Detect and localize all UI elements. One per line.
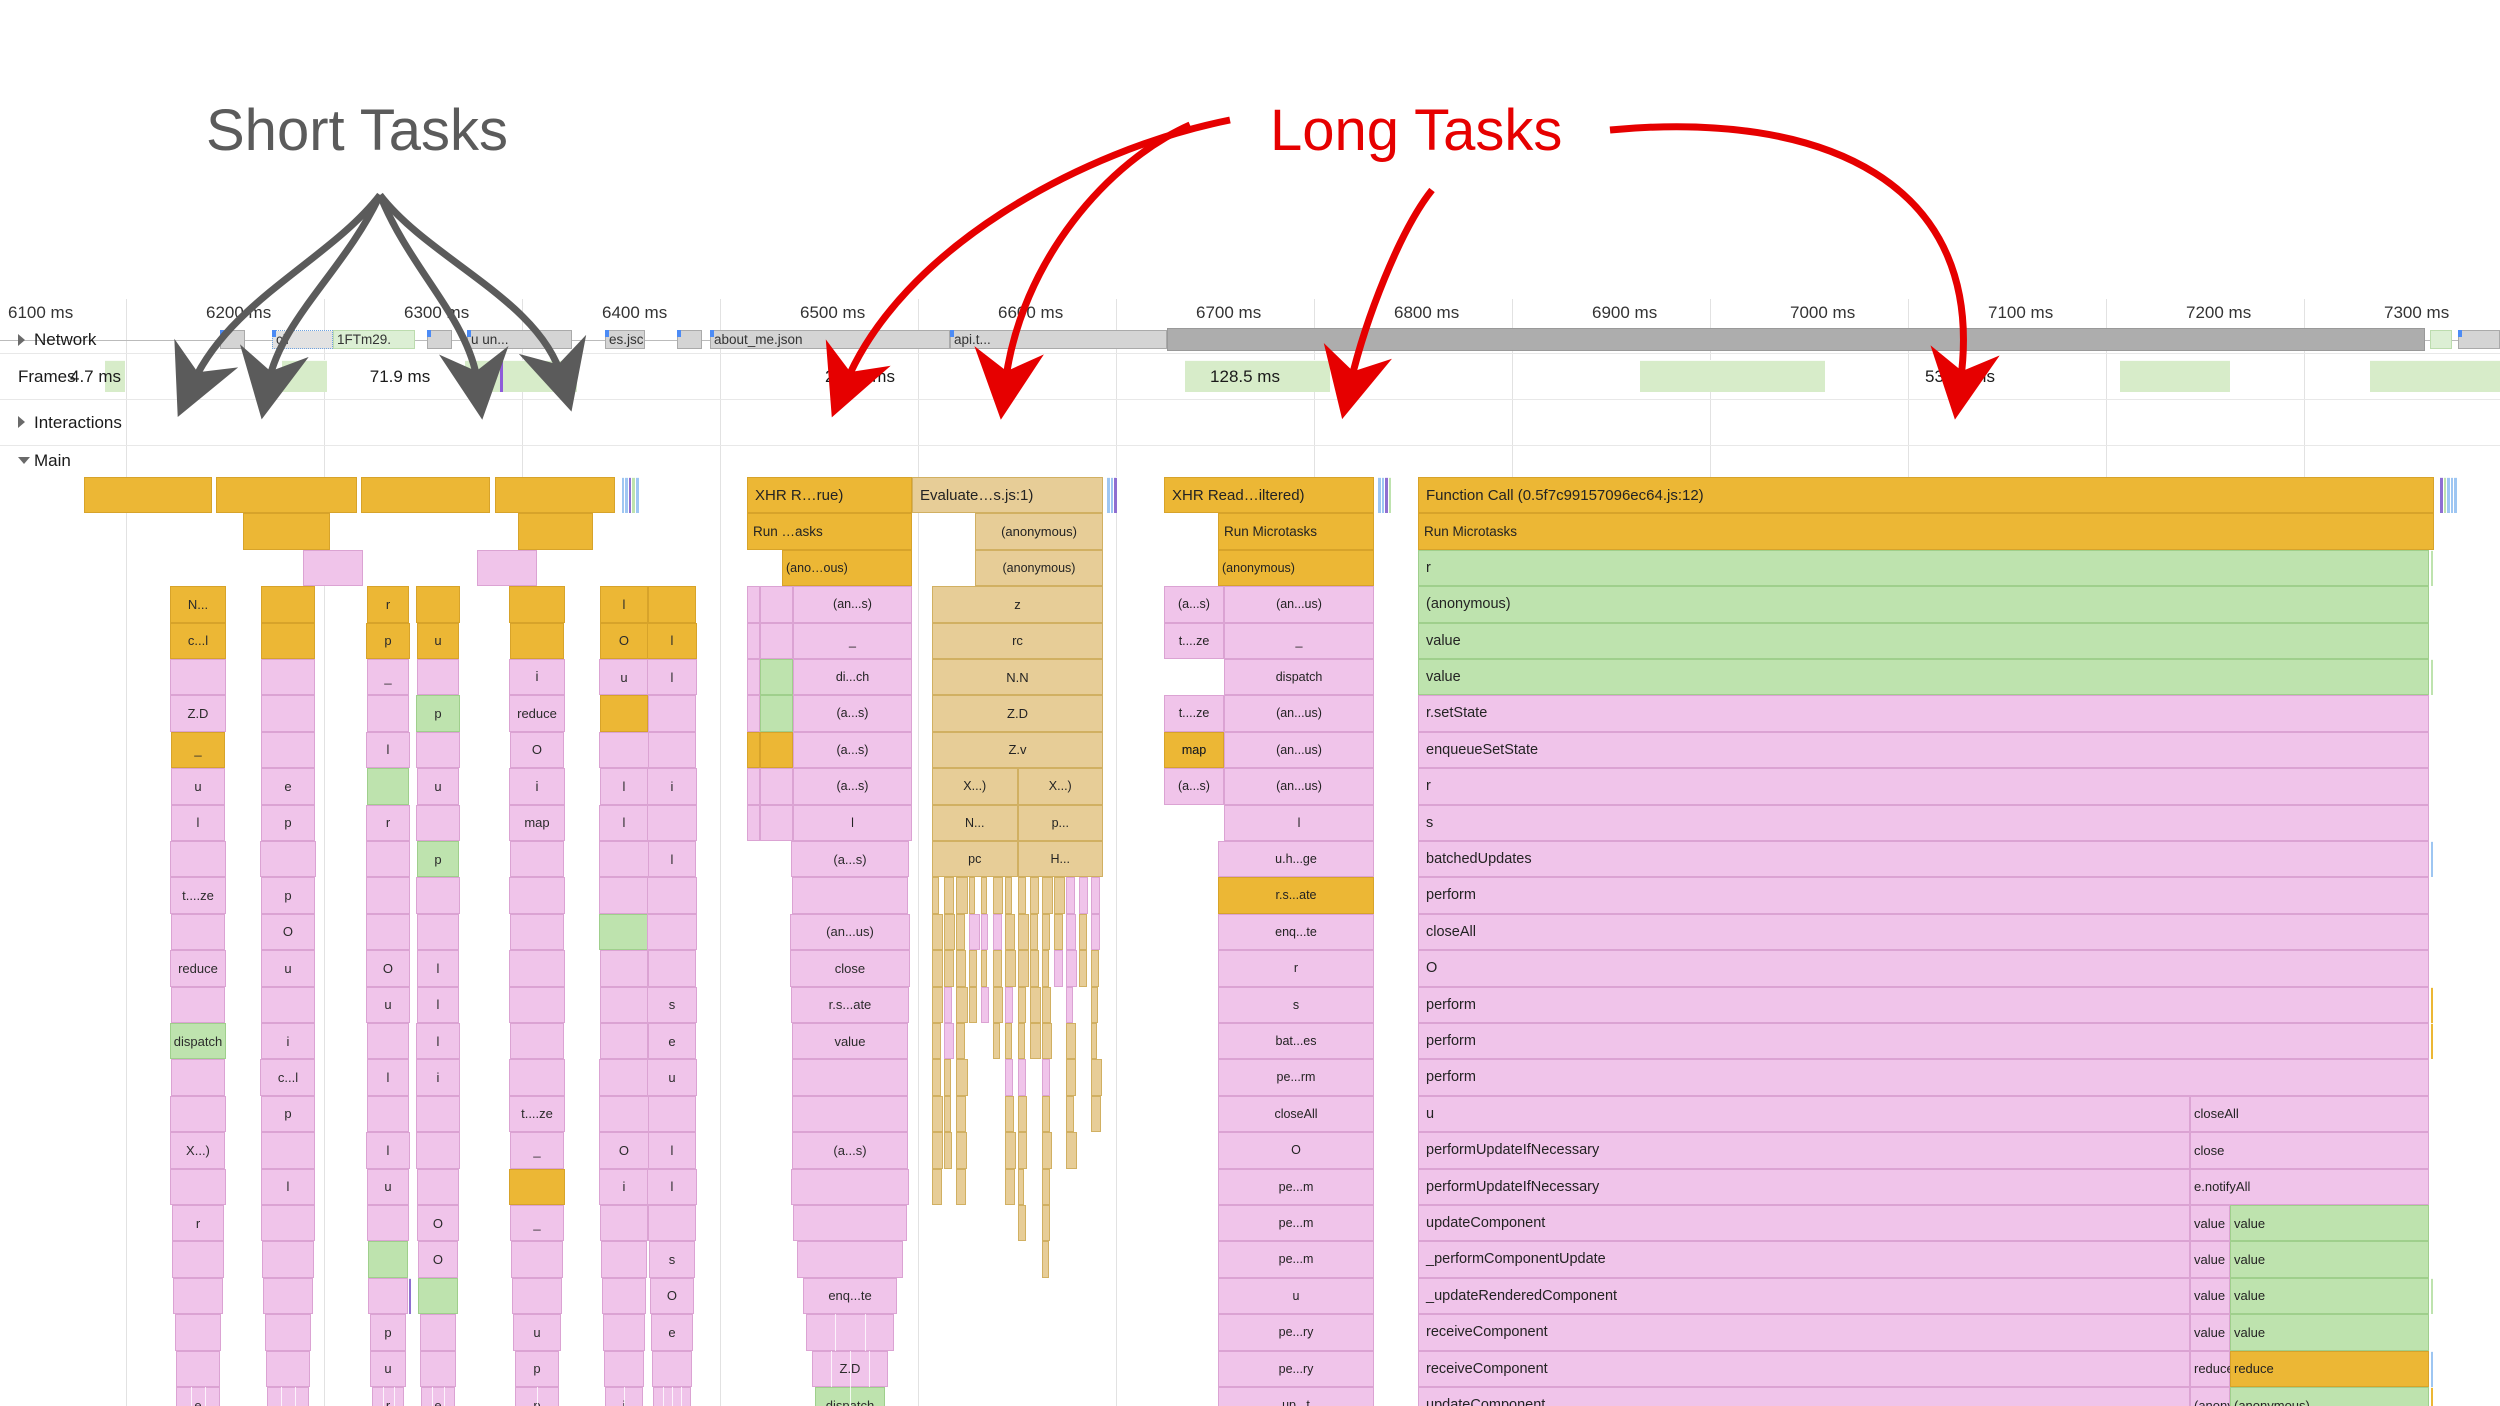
svg-text:Long Tasks: Long Tasks bbox=[1270, 98, 1562, 163]
svg-text:Short Tasks: Short Tasks bbox=[206, 98, 508, 163]
